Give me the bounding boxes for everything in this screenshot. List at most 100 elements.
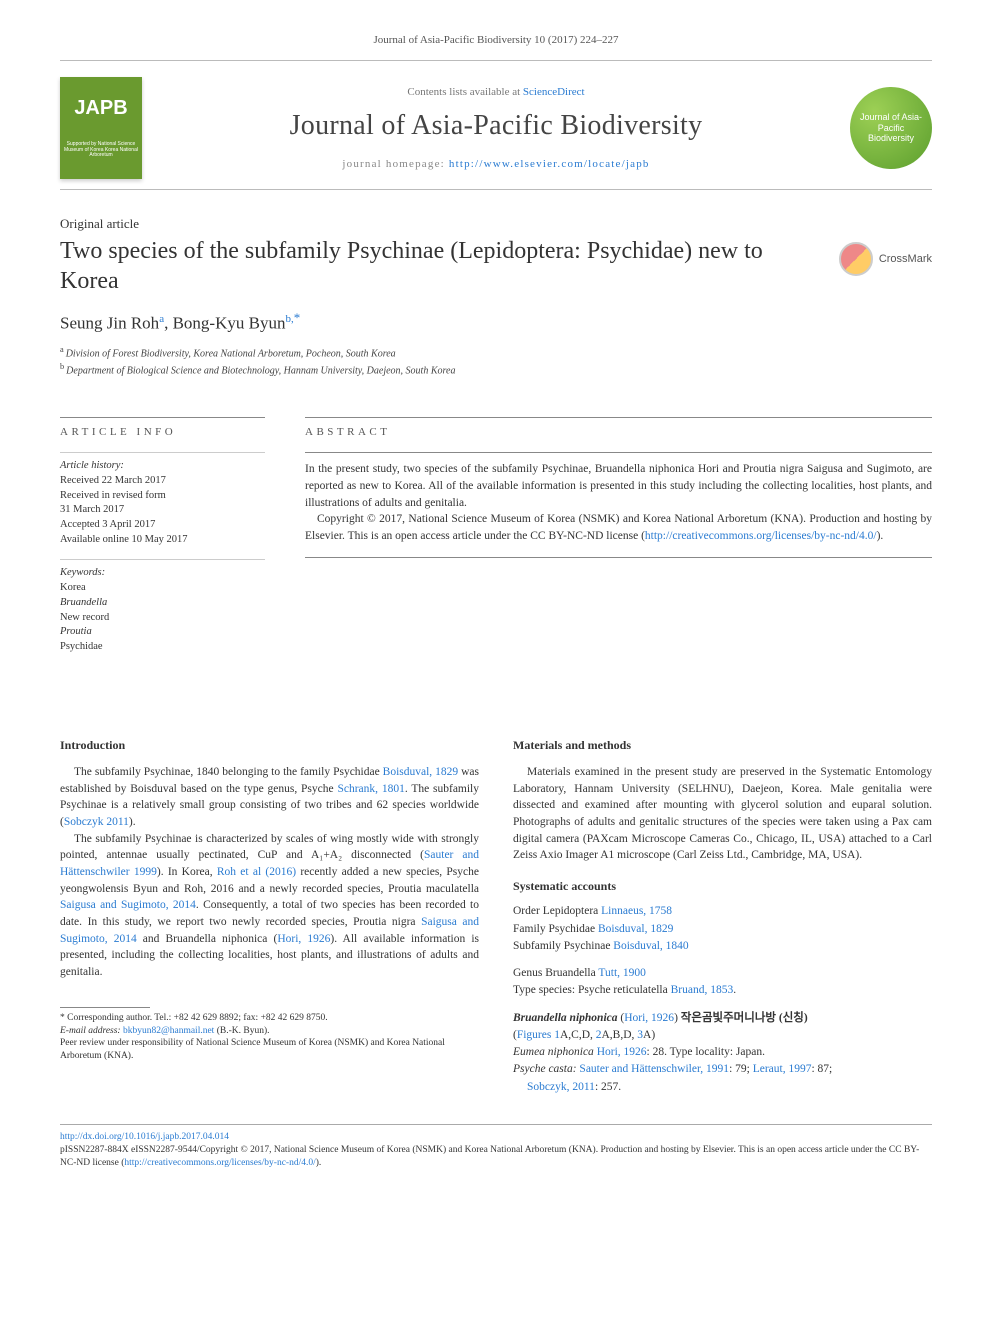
email-label: E-mail address: xyxy=(60,1026,123,1036)
title-row: Two species of the subfamily Psychinae (… xyxy=(60,236,932,296)
issn-line: pISSN2287-884X eISSN2287-9544/Copyright … xyxy=(60,1144,932,1171)
t: Genus Bruandella xyxy=(513,967,598,979)
author-2-affil: b, xyxy=(285,313,293,325)
crossmark-icon xyxy=(839,242,873,276)
author-1: Seung Jin Roh xyxy=(60,314,159,333)
t: : 257. xyxy=(595,1081,621,1093)
affiliation-b-text: Department of Biological Science and Bio… xyxy=(66,366,455,377)
keyword: Proutia xyxy=(60,625,265,640)
cc-license-link[interactable]: http://creativecommons.org/licenses/by-n… xyxy=(645,530,877,542)
crossmark-label: CrossMark xyxy=(879,253,932,265)
ref-link[interactable]: Sobczyk 2011 xyxy=(64,816,129,828)
info-abstract-row: ARTICLE INFO Article history: Received 2… xyxy=(60,405,932,666)
sciencedirect-link[interactable]: ScienceDirect xyxy=(523,86,585,98)
t: Order Lepidoptera xyxy=(513,905,601,917)
t: Bruandella niphonica xyxy=(513,1012,620,1024)
t: Family Psychidae xyxy=(513,923,598,935)
corresponding-marker: * xyxy=(294,310,301,325)
ref-link[interactable]: Tutt, 1900 xyxy=(598,967,646,979)
intro-heading: Introduction xyxy=(60,737,479,754)
page-header: Journal of Asia-Pacific Biodiversity 10 … xyxy=(60,30,932,48)
history-label: Article history: xyxy=(60,459,265,474)
ref-link[interactable]: Roh et al (2016) xyxy=(217,866,296,878)
abstract-copyright: Copyright © 2017, National Science Museu… xyxy=(305,511,932,544)
body-right-col: Materials and methods Materials examined… xyxy=(513,737,932,1106)
masthead-center: Contents lists available at ScienceDirec… xyxy=(156,86,836,170)
article-history: Article history: Received 22 March 2017 … xyxy=(60,452,265,547)
body-columns: Introduction The subfamily Psychinae, 18… xyxy=(60,737,932,1106)
ref-link[interactable]: Schrank, 1801 xyxy=(337,783,404,795)
peer-review-footnote: Peer review under responsibility of Nati… xyxy=(60,1037,479,1063)
tax-line: Family Psychidae Boisduval, 1829 xyxy=(513,921,932,938)
ref-link[interactable]: Hori, 1926 xyxy=(597,1046,647,1058)
email-tail: (B.-K. Byun). xyxy=(214,1026,269,1036)
t: A) xyxy=(643,1029,655,1041)
t: Eumea niphonica xyxy=(513,1046,597,1058)
t: Subfamily Psychinae xyxy=(513,940,613,952)
tax-line: Bruandella niphonica (Hori, 1926) 작은곰빛주머… xyxy=(513,1010,932,1027)
contents-available-line: Contents lists available at ScienceDirec… xyxy=(156,86,836,98)
history-line: 31 March 2017 xyxy=(60,503,265,518)
homepage-label: journal homepage: xyxy=(342,158,449,170)
journal-name: Journal of Asia-Pacific Biodiversity xyxy=(156,110,836,142)
cover-badge-text: Journal of Asia-Pacific Biodiversity xyxy=(858,112,924,144)
ref-link[interactable]: Sobczyk, 2011 xyxy=(527,1081,595,1093)
intro-p1: The subfamily Psychinae, 1840 belonging … xyxy=(60,764,479,831)
body-left-col: Introduction The subfamily Psychinae, 18… xyxy=(60,737,479,1106)
figure-link[interactable]: Figures 1 xyxy=(517,1029,560,1041)
footer-close: ). xyxy=(316,1158,322,1168)
korean-name: 작은곰빛주머니나방 (신칭) xyxy=(681,1012,808,1024)
crossmark-badge[interactable]: CrossMark xyxy=(839,242,932,276)
methods-heading: Materials and methods xyxy=(513,737,932,754)
ref-link[interactable]: Saigusa and Sugimoto, 2014 xyxy=(60,899,196,911)
t: The subfamily Psychinae is characterized… xyxy=(60,833,479,862)
t: Psyche casta: xyxy=(513,1063,579,1075)
journal-homepage-line: journal homepage: http://www.elsevier.co… xyxy=(156,158,836,170)
history-line: Received 22 March 2017 xyxy=(60,474,265,489)
t: and Bruandella niphonica ( xyxy=(137,933,278,945)
t: : 87; xyxy=(811,1063,832,1075)
author-2: Bong-Kyu Byun xyxy=(173,314,286,333)
t: A,C,D, xyxy=(560,1029,596,1041)
article-type: Original article xyxy=(60,216,932,232)
abstract-p1: In the present study, two species of the… xyxy=(305,461,932,511)
systematic-heading: Systematic accounts xyxy=(513,878,932,895)
ref-link[interactable]: Boisduval, 1829 xyxy=(383,766,458,778)
journal-masthead: JAPB Supported by National Science Museu… xyxy=(60,60,932,190)
article-info-col: ARTICLE INFO Article history: Received 2… xyxy=(60,417,265,666)
journal-reference: Journal of Asia-Pacific Biodiversity 10 … xyxy=(373,34,618,46)
abstract-text: In the present study, two species of the… xyxy=(305,452,932,557)
corresponding-footnote: * Corresponding author. Tel.: +82 42 629… xyxy=(60,1012,479,1025)
ref-link[interactable]: Bruand, 1853 xyxy=(671,984,734,996)
t: The subfamily Psychinae, 1840 belonging … xyxy=(74,766,383,778)
ref-link[interactable]: Boisduval, 1840 xyxy=(613,940,688,952)
ref-link[interactable]: Linnaeus, 1758 xyxy=(601,905,672,917)
page-footer: http://dx.doi.org/10.1016/j.japb.2017.04… xyxy=(60,1124,932,1171)
japb-logo-text: JAPB xyxy=(74,97,127,120)
email-link[interactable]: bkbyun82@hanmail.net xyxy=(123,1026,214,1036)
affiliation-b: bDepartment of Biological Science and Bi… xyxy=(60,361,932,379)
cc-license-link-footer[interactable]: http://creativecommons.org/licenses/by-n… xyxy=(124,1158,315,1168)
abstract-col: ABSTRACT In the present study, two speci… xyxy=(305,417,932,666)
journal-homepage-link[interactable]: http://www.elsevier.com/locate/japb xyxy=(449,158,650,170)
author-sep: , xyxy=(164,314,173,333)
taxonomy-block-1: Order Lepidoptera Linnaeus, 1758 Family … xyxy=(513,903,932,955)
ref-link[interactable]: Hori, 1926 xyxy=(624,1012,674,1024)
history-line: Accepted 3 April 2017 xyxy=(60,518,265,533)
doi-link[interactable]: http://dx.doi.org/10.1016/j.japb.2017.04… xyxy=(60,1132,229,1142)
ref-link[interactable]: Boisduval, 1829 xyxy=(598,923,673,935)
history-line: Available online 10 May 2017 xyxy=(60,533,265,548)
tax-line: Genus Bruandella Tutt, 1900 xyxy=(513,965,932,982)
keyword: New record xyxy=(60,611,265,626)
ref-link[interactable]: Hori, 1926 xyxy=(277,933,330,945)
tax-line: Eumea niphonica Hori, 1926: 28. Type loc… xyxy=(513,1044,932,1061)
tax-line: Order Lepidoptera Linnaeus, 1758 xyxy=(513,903,932,920)
article-title: Two species of the subfamily Psychinae (… xyxy=(60,236,821,296)
ref-link[interactable]: Sauter and Hättenschwiler, 1991 xyxy=(579,1063,729,1075)
copyright-close: ). xyxy=(877,530,884,542)
t: ). In Korea, xyxy=(157,866,217,878)
affiliation-a: aDivision of Forest Biodiversity, Korea … xyxy=(60,344,932,362)
ref-link[interactable]: Leraut, 1997 xyxy=(753,1063,812,1075)
keyword: Bruandella xyxy=(60,596,265,611)
taxonomy-block-2: Genus Bruandella Tutt, 1900 Type species… xyxy=(513,965,932,1000)
